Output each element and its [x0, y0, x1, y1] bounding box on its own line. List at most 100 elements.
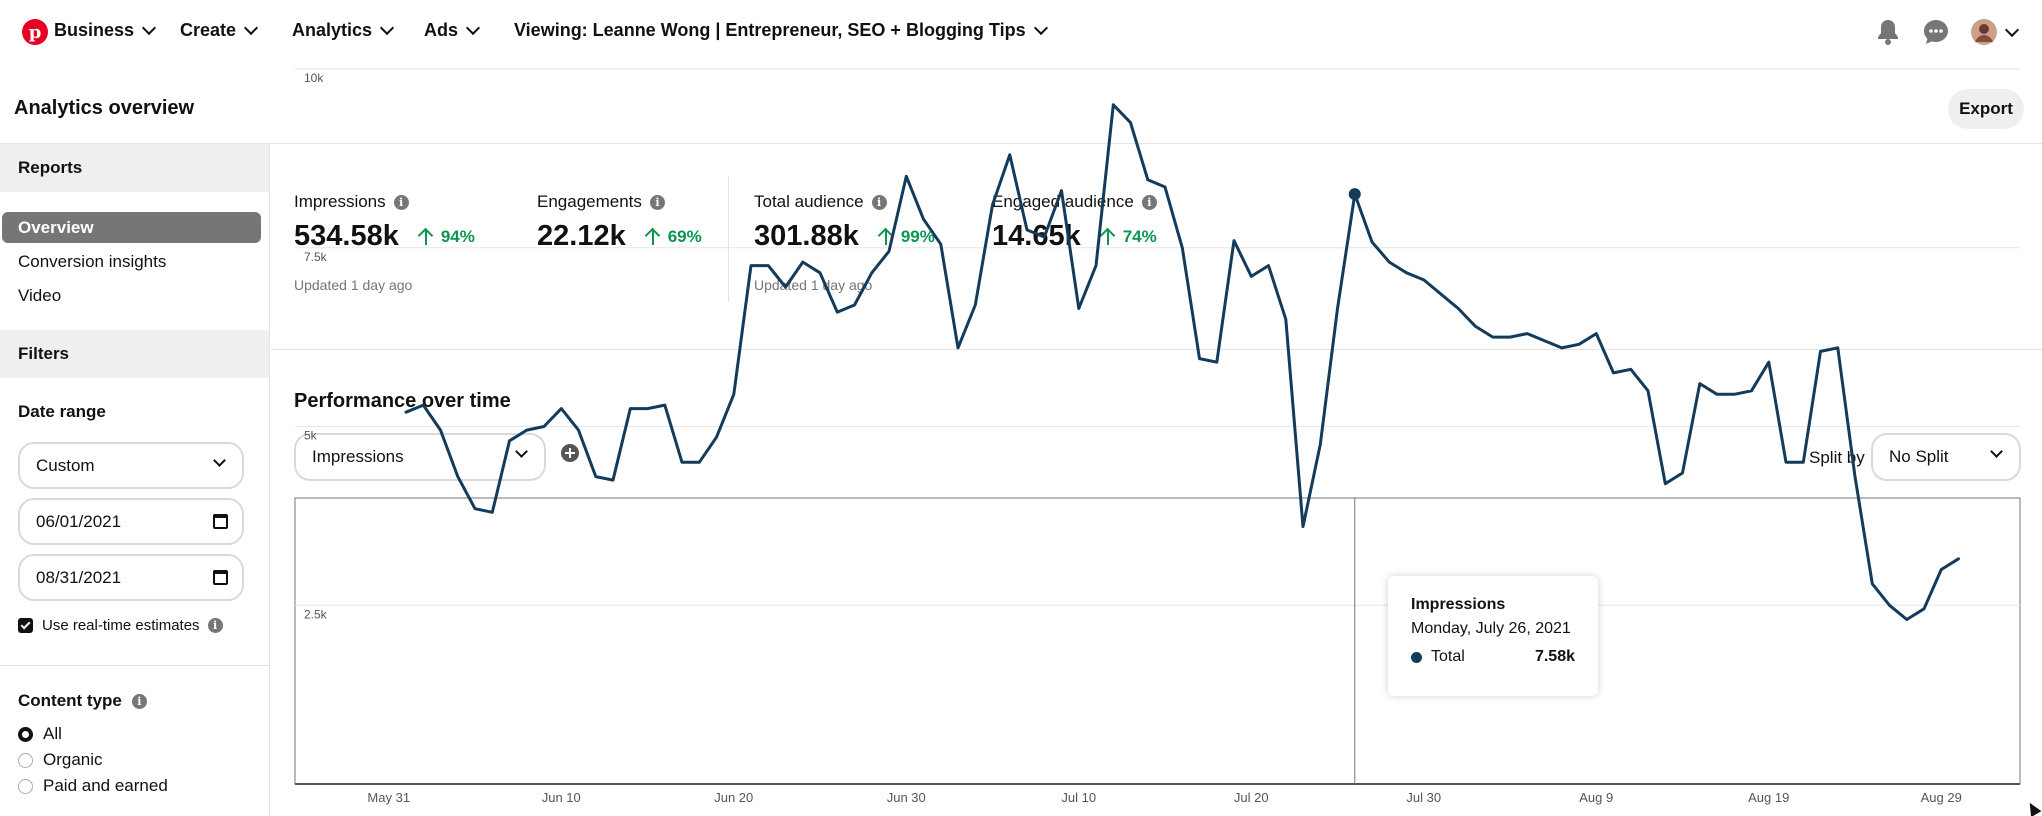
analytics-menu[interactable]: Analytics	[292, 20, 395, 41]
chevron-down-icon	[379, 20, 395, 36]
metric-select[interactable]: Impressions	[294, 433, 546, 481]
notifications-button[interactable]	[1874, 18, 1902, 46]
reports-heading: Reports	[0, 144, 269, 192]
page-title: Analytics overview	[14, 97, 195, 119]
metric-delta-value: 69%	[667, 226, 702, 246]
calendar-icon[interactable]	[213, 514, 228, 529]
radio-button[interactable]	[18, 778, 33, 794]
header-divider	[0, 143, 2042, 144]
metric-delta: 94%	[419, 227, 475, 247]
y-tick-label: 7.5k	[304, 250, 328, 264]
section-divider	[271, 349, 2042, 350]
x-tick-label: Jun 20	[714, 790, 753, 805]
realtime-estimates-checkbox[interactable]	[18, 618, 33, 633]
info-icon[interactable]: i	[871, 194, 887, 210]
content-type-all[interactable]: All	[18, 724, 62, 744]
tooltip-series-value: 7.58k	[1534, 648, 1575, 665]
chevron-down-icon	[141, 20, 157, 36]
chart-frame	[294, 497, 2021, 785]
content-type-heading: Content type i	[18, 691, 147, 711]
x-tick-label: Jul 10	[1061, 790, 1096, 805]
info-icon[interactable]: i	[1141, 194, 1157, 210]
metric-select-value: Impressions	[312, 447, 404, 466]
y-tick-label: 5k	[304, 429, 318, 443]
series-dot-icon	[1411, 651, 1422, 663]
avatar	[1971, 19, 1997, 45]
sidebar-item-conversion-insights[interactable]: Conversion insights	[18, 251, 167, 271]
sidebar-item-video[interactable]: Video	[18, 285, 62, 305]
metric-engaged-audience: Engaged audience i 14.65k 74%	[992, 190, 1157, 253]
sidebar: Reports Overview Conversion insights Vid…	[0, 144, 270, 816]
info-icon[interactable]: i	[131, 693, 147, 709]
messages-button[interactable]	[1922, 18, 1950, 46]
chevron-down-icon	[465, 20, 481, 36]
filters-heading: Filters	[0, 330, 269, 378]
business-menu[interactable]: Business	[54, 20, 157, 41]
radio-button[interactable]	[18, 752, 33, 768]
export-button[interactable]: Export	[1948, 89, 2024, 129]
metric-label: Engagements	[537, 192, 642, 211]
bell-icon	[1878, 20, 1898, 45]
info-icon[interactable]: i	[207, 618, 223, 633]
radio-button[interactable]	[18, 726, 33, 742]
metric-divider	[728, 176, 729, 302]
mouse-cursor-icon	[2024, 799, 2042, 816]
start-date-field[interactable]: 06/01/2021	[18, 498, 244, 545]
metric-delta: 74%	[1101, 227, 1157, 247]
tooltip-series-row: Total 7.58k	[1411, 648, 1575, 666]
metric-impressions: Impressions i 534.58k 94%	[294, 190, 475, 253]
create-menu[interactable]: Create	[180, 20, 259, 41]
content-type-paid-label: Paid and earned	[43, 776, 168, 795]
metric-engagements: Engagements i 22.12k 69%	[537, 190, 702, 253]
content-type-label: Content type	[18, 691, 122, 710]
account-switcher[interactable]: Viewing: Leanne Wong | Entrepreneur, SEO…	[514, 20, 1048, 41]
x-tick-label: May 31	[367, 790, 410, 805]
highlighted-data-point	[1348, 188, 1361, 201]
arrow-up-icon	[1101, 228, 1115, 245]
content-type-all-label: All	[43, 724, 62, 743]
tooltip-title: Impressions	[1411, 596, 1506, 613]
calendar-icon[interactable]	[213, 570, 228, 585]
chat-bubble-icon	[1924, 20, 1948, 44]
info-icon[interactable]: i	[393, 194, 409, 210]
metric-delta: 99%	[879, 227, 935, 247]
x-axis-line	[295, 783, 2020, 785]
content-type-organic[interactable]: Organic	[18, 750, 103, 770]
profile-avatar[interactable]	[1970, 18, 1998, 46]
content-type-organic-label: Organic	[43, 750, 103, 769]
create-menu-label: Create	[180, 20, 237, 40]
metric-delta-value: 99%	[900, 226, 935, 246]
arrow-up-icon	[419, 228, 433, 245]
metric-label: Impressions	[294, 192, 386, 211]
chevron-down-icon	[1990, 445, 2003, 458]
date-range-select[interactable]: Custom	[18, 442, 244, 489]
sidebar-item-overview[interactable]: Overview	[2, 212, 261, 243]
updated-timestamp: Updated 1 day ago	[294, 277, 413, 293]
end-date-field[interactable]: 08/31/2021	[18, 554, 244, 601]
chevron-down-icon	[1033, 20, 1048, 36]
split-by-label: Split by	[1809, 448, 1865, 467]
pinterest-logo-icon[interactable]: p	[22, 19, 48, 45]
y-tick-label: 2.5k	[304, 607, 328, 621]
realtime-estimates-label: Use real-time estimates	[42, 617, 200, 634]
ads-menu[interactable]: Ads	[424, 20, 481, 41]
analytics-menu-label: Analytics	[292, 20, 373, 40]
x-tick-label: Aug 9	[1579, 790, 1613, 805]
metric-delta-value: 94%	[440, 226, 475, 246]
x-tick-label: Aug 29	[1921, 790, 1962, 805]
metric-value: 301.88k	[754, 220, 859, 252]
content-type-paid[interactable]: Paid and earned	[18, 776, 168, 796]
metric-delta-value: 74%	[1122, 226, 1157, 246]
account-menu-toggle[interactable]	[1998, 18, 2026, 46]
account-switcher-label: Viewing: Leanne Wong | Entrepreneur, SEO…	[514, 20, 1026, 40]
metric-total-audience: Total audience i 301.88k 99%	[754, 190, 935, 253]
chart-tooltip: Impressions Monday, July 26, 2021 Total …	[1388, 576, 1598, 696]
add-metric-button[interactable]	[561, 444, 579, 462]
info-icon[interactable]: i	[649, 194, 665, 210]
start-date-value: 06/01/2021	[36, 511, 122, 531]
chevron-down-icon	[243, 20, 259, 36]
chevron-down-icon	[213, 454, 226, 467]
business-menu-label: Business	[54, 20, 135, 40]
split-by-select[interactable]: No Split	[1871, 433, 2021, 481]
